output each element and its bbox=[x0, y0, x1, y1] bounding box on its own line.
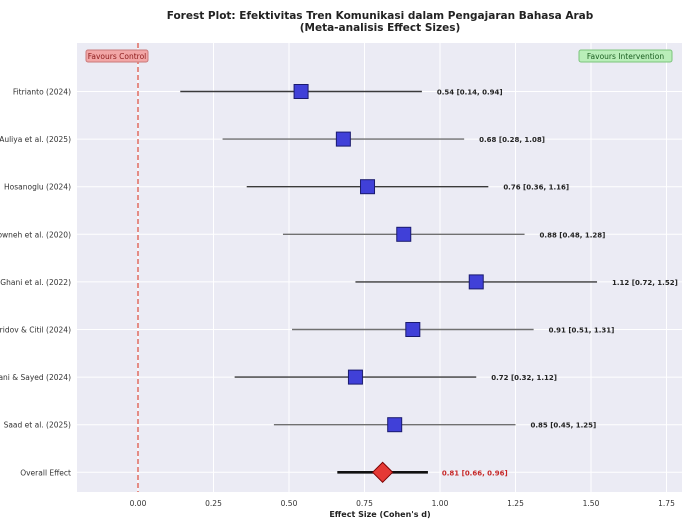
chart-subtitle: (Meta-analisis Effect Sizes) bbox=[300, 22, 461, 34]
overall-effect: Overall Effect 0.81 [0.66, 0.96] bbox=[20, 461, 508, 484]
x-tick-label: 1.75 bbox=[658, 499, 675, 508]
study-row: ani & Sayed (2024) 0.72 [0.32, 1.12] bbox=[0, 369, 557, 385]
study-label: Hosanoglu (2024) bbox=[4, 183, 71, 192]
study-label: ani & Sayed (2024) bbox=[0, 373, 71, 382]
x-tick-label: 1.25 bbox=[507, 499, 524, 508]
effect-value-label: 0.68 [0.28, 1.08] bbox=[479, 136, 545, 144]
study-label: Fitrianto (2024) bbox=[13, 88, 71, 97]
x-tick-label: 1.50 bbox=[583, 499, 600, 508]
x-axis: 0.00 0.25 0.50 0.75 1.00 1.25 1.50 1.75 bbox=[130, 499, 675, 508]
study-row: Hosanoglu (2024) 0.76 [0.36, 1.16] bbox=[4, 179, 569, 195]
study-label: Auliya et al. (2025) bbox=[0, 135, 71, 144]
x-tick-label: 0.75 bbox=[356, 499, 373, 508]
study-label: Ghani et al. (2022) bbox=[0, 278, 71, 287]
study-row: Saad et al. (2025) 0.85 [0.45, 1.25] bbox=[4, 417, 597, 433]
effect-value-label: 0.76 [0.36, 1.16] bbox=[503, 184, 569, 192]
study-label: Saad et al. (2025) bbox=[4, 421, 71, 430]
effect-marker bbox=[293, 84, 309, 99]
study-rows: Fitrianto (2024) 0.54 [0.14, 0.94] Auliya … bbox=[0, 84, 678, 433]
svg-text:Favours Control: Favours Control bbox=[88, 52, 147, 61]
overall-value-label: 0.81 [0.66, 0.96] bbox=[442, 469, 508, 477]
study-row: Ghani et al. (2022) 1.12 [0.72, 1.52] bbox=[0, 274, 678, 290]
effect-marker bbox=[335, 131, 351, 147]
x-tick-label: 0.00 bbox=[130, 499, 147, 508]
overall-diamond bbox=[371, 461, 394, 484]
favours-control-badge: Favours Control bbox=[85, 49, 149, 63]
study-label: owneh et al. (2020) bbox=[0, 230, 71, 239]
study-label: ridov & Citil (2024) bbox=[0, 326, 71, 335]
svg-text:Favours Intervention: Favours Intervention bbox=[587, 52, 664, 61]
study-row: ridov & Citil (2024) 0.91 [0.51, 1.31] bbox=[0, 322, 615, 337]
effect-marker bbox=[405, 322, 421, 337]
effect-marker bbox=[396, 226, 412, 242]
overall-label: Overall Effect bbox=[20, 468, 71, 477]
effect-marker bbox=[347, 369, 363, 385]
x-tick-label: 1.00 bbox=[432, 499, 449, 508]
chart-title: Forest Plot: Efektivitas Tren Komunikasi… bbox=[167, 10, 594, 22]
effect-marker bbox=[468, 274, 484, 290]
x-axis-label: Effect Size (Cohen's d) bbox=[329, 510, 430, 519]
study-row: Fitrianto (2024) 0.54 [0.14, 0.94] bbox=[13, 84, 503, 99]
effect-value-label: 0.88 [0.48, 1.28] bbox=[540, 231, 606, 239]
effect-value-label: 0.91 [0.51, 1.31] bbox=[549, 327, 615, 335]
study-row: Auliya et al. (2025) 0.68 [0.28, 1.08] bbox=[0, 131, 545, 147]
effect-value-label: 0.85 [0.45, 1.25] bbox=[531, 422, 597, 430]
favours-intervention-badge: Favours Intervention bbox=[578, 49, 673, 63]
x-tick-label: 0.50 bbox=[281, 499, 298, 508]
study-row: owneh et al. (2020) 0.88 [0.48, 1.28] bbox=[0, 226, 606, 242]
effect-value-label: 0.72 [0.32, 1.12] bbox=[491, 374, 557, 382]
x-tick-label: 0.25 bbox=[205, 499, 222, 508]
effect-value-label: 0.54 [0.14, 0.94] bbox=[437, 89, 503, 97]
effect-marker bbox=[387, 417, 403, 433]
plot-area bbox=[77, 43, 682, 492]
effect-marker bbox=[360, 179, 376, 195]
effect-value-label: 1.12 [0.72, 1.52] bbox=[612, 279, 678, 287]
